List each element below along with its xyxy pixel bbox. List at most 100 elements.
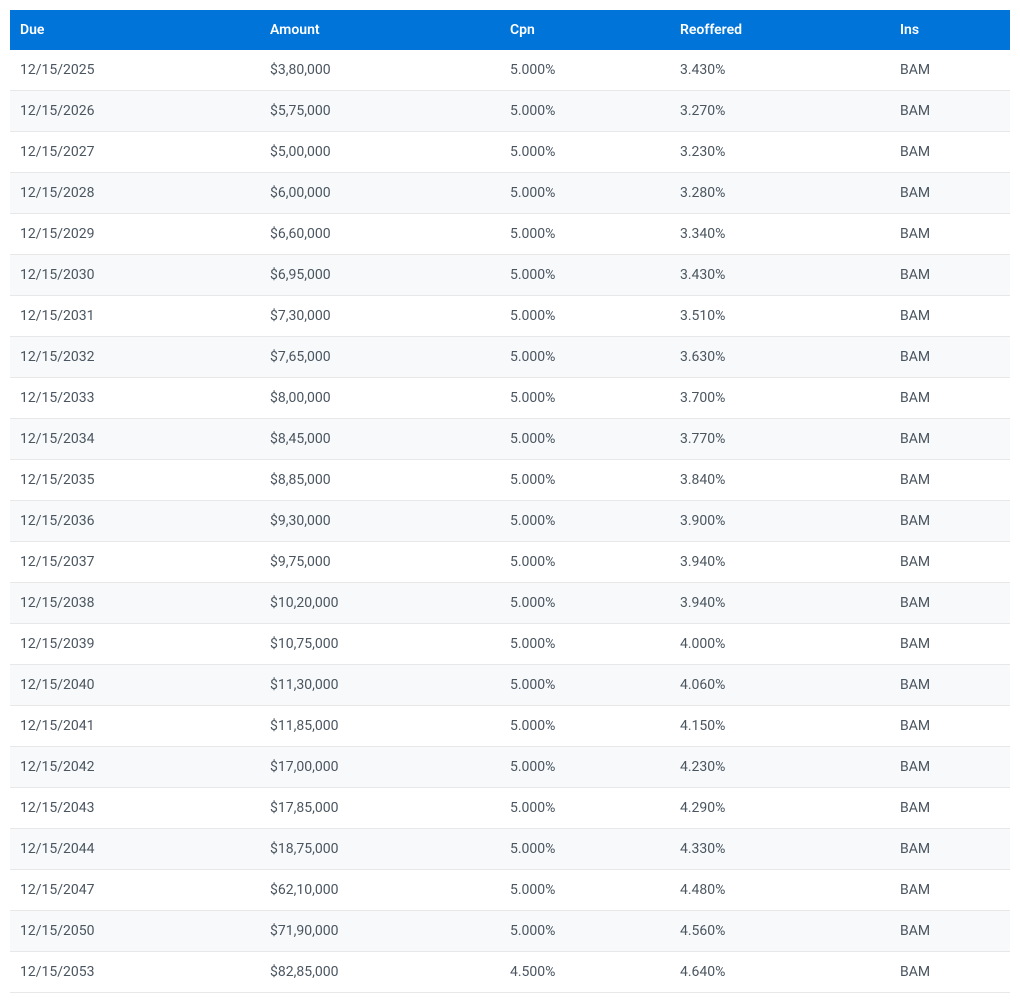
cell-cpn: 5.000%: [500, 378, 670, 419]
cell-reoffered: 4.480%: [670, 870, 890, 911]
table-row: 12/15/2050$71,90,0005.000%4.560%BAM: [10, 911, 1010, 952]
table-body: 12/15/2025$3,80,0005.000%3.430%BAM12/15/…: [10, 50, 1010, 993]
header-amount: Amount: [260, 10, 500, 50]
cell-amount: $10,20,000: [260, 583, 500, 624]
cell-reoffered: 3.270%: [670, 91, 890, 132]
cell-amount: $8,00,000: [260, 378, 500, 419]
cell-due: 12/15/2037: [10, 542, 260, 583]
table-row: 12/15/2043$17,85,0005.000%4.290%BAM: [10, 788, 1010, 829]
table-row: 12/15/2053$82,85,0004.500%4.640%BAM: [10, 952, 1010, 993]
table-row: 12/15/2035$8,85,0005.000%3.840%BAM: [10, 460, 1010, 501]
cell-ins: BAM: [890, 706, 1010, 747]
cell-cpn: 5.000%: [500, 501, 670, 542]
cell-ins: BAM: [890, 255, 1010, 296]
cell-due: 12/15/2033: [10, 378, 260, 419]
cell-amount: $7,65,000: [260, 337, 500, 378]
cell-reoffered: 3.430%: [670, 50, 890, 91]
cell-ins: BAM: [890, 542, 1010, 583]
cell-due: 12/15/2030: [10, 255, 260, 296]
cell-cpn: 5.000%: [500, 296, 670, 337]
cell-due: 12/15/2036: [10, 501, 260, 542]
cell-cpn: 4.500%: [500, 952, 670, 993]
cell-reoffered: 3.430%: [670, 255, 890, 296]
cell-ins: BAM: [890, 460, 1010, 501]
cell-cpn: 5.000%: [500, 583, 670, 624]
cell-amount: $3,80,000: [260, 50, 500, 91]
cell-due: 12/15/2043: [10, 788, 260, 829]
cell-amount: $6,60,000: [260, 214, 500, 255]
cell-amount: $17,00,000: [260, 747, 500, 788]
cell-reoffered: 3.940%: [670, 542, 890, 583]
cell-due: 12/15/2039: [10, 624, 260, 665]
cell-due: 12/15/2047: [10, 870, 260, 911]
cell-due: 12/15/2026: [10, 91, 260, 132]
table-row: 12/15/2038$10,20,0005.000%3.940%BAM: [10, 583, 1010, 624]
cell-reoffered: 3.630%: [670, 337, 890, 378]
cell-ins: BAM: [890, 296, 1010, 337]
cell-ins: BAM: [890, 870, 1010, 911]
bond-schedule-table-container: Due Amount Cpn Reoffered Ins 12/15/2025$…: [0, 0, 1020, 1003]
cell-amount: $9,30,000: [260, 501, 500, 542]
table-row: 12/15/2036$9,30,0005.000%3.900%BAM: [10, 501, 1010, 542]
cell-reoffered: 4.330%: [670, 829, 890, 870]
table-row: 12/15/2039$10,75,0005.000%4.000%BAM: [10, 624, 1010, 665]
table-row: 12/15/2028$6,00,0005.000%3.280%BAM: [10, 173, 1010, 214]
cell-due: 12/15/2050: [10, 911, 260, 952]
cell-reoffered: 4.000%: [670, 624, 890, 665]
table-row: 12/15/2026$5,75,0005.000%3.270%BAM: [10, 91, 1010, 132]
cell-cpn: 5.000%: [500, 542, 670, 583]
cell-reoffered: 3.340%: [670, 214, 890, 255]
cell-due: 12/15/2053: [10, 952, 260, 993]
cell-due: 12/15/2035: [10, 460, 260, 501]
cell-amount: $82,85,000: [260, 952, 500, 993]
cell-ins: BAM: [890, 583, 1010, 624]
cell-amount: $8,45,000: [260, 419, 500, 460]
table-row: 12/15/2040$11,30,0005.000%4.060%BAM: [10, 665, 1010, 706]
cell-reoffered: 3.700%: [670, 378, 890, 419]
cell-due: 12/15/2034: [10, 419, 260, 460]
table-row: 12/15/2047$62,10,0005.000%4.480%BAM: [10, 870, 1010, 911]
cell-due: 12/15/2044: [10, 829, 260, 870]
table-row: 12/15/2030$6,95,0005.000%3.430%BAM: [10, 255, 1010, 296]
cell-reoffered: 3.510%: [670, 296, 890, 337]
cell-ins: BAM: [890, 337, 1010, 378]
cell-reoffered: 3.280%: [670, 173, 890, 214]
cell-cpn: 5.000%: [500, 460, 670, 501]
table-row: 12/15/2034$8,45,0005.000%3.770%BAM: [10, 419, 1010, 460]
cell-due: 12/15/2028: [10, 173, 260, 214]
cell-reoffered: 4.560%: [670, 911, 890, 952]
cell-reoffered: 4.150%: [670, 706, 890, 747]
table-row: 12/15/2033$8,00,0005.000%3.700%BAM: [10, 378, 1010, 419]
cell-reoffered: 3.840%: [670, 460, 890, 501]
cell-ins: BAM: [890, 378, 1010, 419]
cell-amount: $17,85,000: [260, 788, 500, 829]
cell-ins: BAM: [890, 665, 1010, 706]
cell-amount: $5,00,000: [260, 132, 500, 173]
cell-reoffered: 3.230%: [670, 132, 890, 173]
cell-ins: BAM: [890, 624, 1010, 665]
table-row: 12/15/2037$9,75,0005.000%3.940%BAM: [10, 542, 1010, 583]
cell-reoffered: 3.770%: [670, 419, 890, 460]
cell-reoffered: 4.060%: [670, 665, 890, 706]
cell-ins: BAM: [890, 50, 1010, 91]
header-reoffered: Reoffered: [670, 10, 890, 50]
cell-ins: BAM: [890, 419, 1010, 460]
cell-ins: BAM: [890, 214, 1010, 255]
cell-cpn: 5.000%: [500, 173, 670, 214]
cell-due: 12/15/2042: [10, 747, 260, 788]
cell-cpn: 5.000%: [500, 337, 670, 378]
cell-ins: BAM: [890, 173, 1010, 214]
cell-cpn: 5.000%: [500, 214, 670, 255]
cell-ins: BAM: [890, 91, 1010, 132]
cell-ins: BAM: [890, 952, 1010, 993]
cell-cpn: 5.000%: [500, 624, 670, 665]
cell-ins: BAM: [890, 829, 1010, 870]
cell-reoffered: 3.900%: [670, 501, 890, 542]
cell-amount: $18,75,000: [260, 829, 500, 870]
cell-cpn: 5.000%: [500, 91, 670, 132]
cell-ins: BAM: [890, 132, 1010, 173]
cell-due: 12/15/2040: [10, 665, 260, 706]
cell-due: 12/15/2038: [10, 583, 260, 624]
cell-amount: $8,85,000: [260, 460, 500, 501]
cell-ins: BAM: [890, 747, 1010, 788]
